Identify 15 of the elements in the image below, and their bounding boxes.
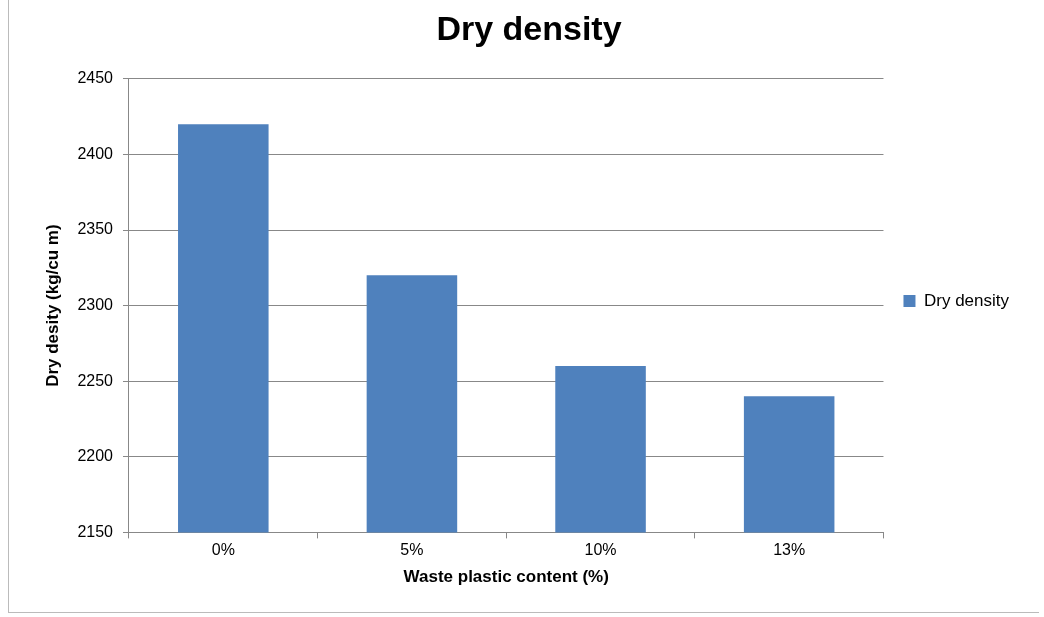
chart-title: Dry density bbox=[436, 8, 622, 47]
x-tick-label: 0% bbox=[211, 541, 235, 559]
x-axis-title: Waste plastic content (%) bbox=[403, 567, 609, 587]
y-tick-label: 2350 bbox=[77, 220, 114, 238]
y-tick-label: 2300 bbox=[77, 296, 114, 314]
y-tick-label: 2250 bbox=[77, 371, 114, 389]
y-tick-label: 2150 bbox=[77, 522, 114, 540]
x-tick-label: 5% bbox=[400, 541, 424, 559]
x-tick-label: 10% bbox=[584, 541, 617, 559]
y-tick-label: 2200 bbox=[77, 447, 114, 465]
y-axis-title: Dry desity (kg/cu m) bbox=[42, 224, 62, 387]
y-tick-label: 2400 bbox=[77, 144, 114, 162]
y-tick-label: 2450 bbox=[77, 69, 114, 87]
x-tick-label: 13% bbox=[773, 541, 806, 559]
legend-label: Dry density bbox=[923, 290, 1010, 310]
